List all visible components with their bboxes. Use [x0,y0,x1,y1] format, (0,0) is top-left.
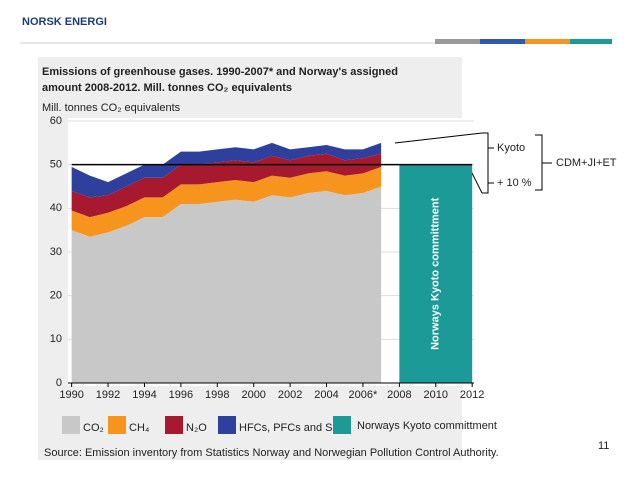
x-tick-label: 1996 [169,389,193,401]
deco-bar [525,39,570,44]
x-tick-label: 1998 [205,389,229,401]
legend-label: HFCs, PFCs and SF₆ [239,422,344,434]
y-tick-label: 40 [50,202,62,214]
x-tick-label: 2008 [387,389,411,401]
x-tick-label: 2010 [424,389,448,401]
bracket [482,132,494,194]
x-tick-label: 2012 [460,389,484,401]
y-tick-label: 10 [50,333,62,345]
kyoto-bar-label: Norways Kyoto committment [430,197,442,350]
chart-title: Emissions of greenhouse gases. 1990-2007… [42,66,398,78]
connector [394,132,483,144]
x-tick-label: 1992 [96,389,120,401]
deco-bar [570,39,612,44]
legend-label: N₂O [186,422,207,434]
area [71,186,382,383]
x-tick-label: 2004 [314,389,338,401]
legend-swatch [333,416,351,434]
kyoto-bar [399,164,473,383]
annotation: Kyoto [497,142,525,154]
area [71,166,382,237]
page-number: 11 [598,440,609,452]
y-tick-label: 60 [50,115,62,127]
deco-bar [435,39,480,44]
annotation: + 10 % [497,177,532,189]
area [71,142,382,198]
x-tick-label: 1990 [59,389,83,401]
legend: CO₂ CH₄ N₂O HFCs, PFCs and SF₆ Norways Kyoto… [62,416,497,434]
x-tick-label: 2006* [349,389,378,401]
bracket [535,134,552,191]
legend-label: CO₂ [83,422,104,434]
legend-swatch [218,416,236,434]
chart-title: amount 2008-2012. Mill. tonnes CO₂ equiv… [42,82,292,94]
y-tick-label: 20 [50,290,62,302]
y-tick-label: 0 [56,377,62,389]
legend-swatch [165,416,183,434]
annotation: CDM+JI+ET [556,157,617,169]
x-tick-label: 2002 [278,389,302,401]
source: Source: Emission inventory from Statisti… [44,447,499,459]
logo: NORSK ENERGI [22,16,107,28]
legend-label: CH₄ [129,422,150,434]
legend-label: Norways Kyoto committment [357,420,497,432]
x-tick-label: 1994 [132,389,156,401]
y-tick-label: 30 [50,246,62,258]
x-tick-label: 2000 [241,389,265,401]
legend-swatch [62,416,80,434]
area [71,153,382,218]
y-axis-label: Mill. tonnes CO₂ equivalents [42,102,181,114]
plot: 0 10 20 30 40 50 60 Norways Kyoto committment 19… [50,115,485,401]
y-tick-label: 50 [50,159,62,171]
legend-swatch [108,416,126,434]
deco-bar [480,39,525,44]
